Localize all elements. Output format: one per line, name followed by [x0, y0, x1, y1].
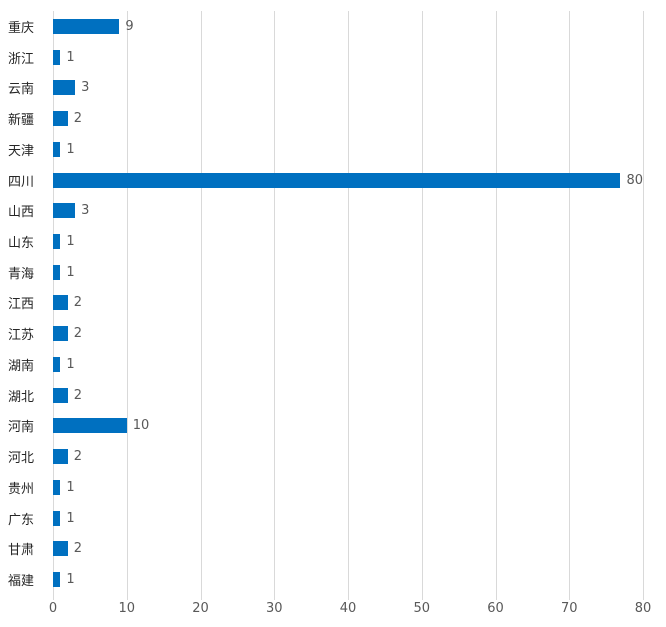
category-label: 贵州: [8, 481, 35, 497]
value-label: 1: [66, 510, 75, 526]
category-label: 河南: [8, 420, 35, 436]
bar[interactable]: [53, 356, 61, 372]
value-label: 1: [66, 264, 75, 280]
value-label: 1: [66, 356, 75, 372]
bar-row: 2: [53, 288, 643, 319]
bar-rows: 9 1 3 2 1 80 3 1 1 2 2 1 2 10 2 1 1 2 1: [53, 11, 643, 595]
bar[interactable]: [53, 449, 68, 465]
bar-row: 2: [53, 318, 643, 349]
category-label: 湖南: [8, 358, 35, 374]
category-label: 江苏: [8, 328, 35, 344]
bar[interactable]: [53, 234, 61, 249]
category-label: 湖北: [8, 389, 35, 405]
bar[interactable]: [53, 295, 68, 311]
gridline: [348, 11, 349, 600]
x-tick-label: 80: [634, 601, 652, 616]
bar[interactable]: [53, 111, 68, 127]
value-label: 2: [73, 111, 83, 127]
bar-row: 2: [53, 533, 643, 564]
category-label: 云南: [8, 82, 35, 98]
gridline: [643, 11, 644, 600]
x-tick-label: 50: [413, 601, 431, 616]
gridline: [200, 11, 202, 600]
value-label: 80: [626, 172, 643, 188]
gridline: [274, 11, 276, 600]
category-label: 浙江: [8, 51, 35, 67]
bar-row: 1: [53, 42, 643, 73]
bar-row: 2: [53, 380, 643, 411]
value-label: 2: [73, 326, 83, 342]
gridline: [421, 11, 423, 600]
category-axis: 重庆浙江云南新疆天津四川山西山东青海江西江苏湖南湖北河南河北贵州广东甘肃福建: [0, 11, 46, 595]
value-label: 2: [73, 295, 83, 311]
bar[interactable]: [53, 326, 68, 342]
bar-row: 2: [53, 103, 643, 134]
gridline: [495, 11, 497, 600]
value-label: 10: [132, 418, 150, 434]
bar[interactable]: [53, 387, 68, 403]
bar-row: 1: [53, 257, 643, 288]
gridline: [126, 11, 128, 600]
bar-row: 80: [53, 165, 643, 196]
bar[interactable]: [53, 541, 68, 557]
bar-row: 2: [53, 441, 643, 472]
x-tick-label: 0: [48, 601, 58, 616]
bar-row: 1: [53, 472, 643, 503]
bar-row: 1: [53, 349, 643, 380]
bar[interactable]: [53, 18, 120, 34]
bar[interactable]: [53, 203, 76, 219]
bar-row: 10: [53, 411, 643, 442]
value-label: 9: [125, 18, 134, 34]
category-label: 天津: [8, 143, 35, 159]
category-label: 青海: [8, 266, 35, 282]
bar-row: 1: [53, 503, 643, 534]
bar[interactable]: [53, 49, 61, 65]
category-label: 四川: [8, 174, 35, 190]
bar-row: 1: [53, 226, 643, 257]
category-label: 新疆: [8, 113, 35, 129]
value-label: 1: [66, 49, 75, 65]
plot-area: 9 1 3 2 1 80 3 1 1 2 2 1 2 10 2 1 1 2 1: [53, 11, 644, 600]
gridline: [569, 11, 571, 600]
value-label: 3: [81, 203, 90, 219]
value-label: 1: [66, 479, 75, 495]
category-label: 重庆: [8, 20, 35, 36]
category-label: 河北: [8, 451, 35, 467]
value-label: 1: [66, 141, 75, 157]
category-label: 山东: [8, 236, 35, 251]
x-tick-label: 30: [265, 601, 283, 616]
bar-row: 1: [53, 134, 643, 165]
x-tick-label: 60: [487, 601, 504, 616]
value-label: 1: [66, 572, 75, 588]
value-label: 2: [73, 387, 83, 403]
x-tick-label: 20: [192, 601, 209, 616]
value-label: 3: [81, 80, 90, 96]
category-label: 甘肃: [8, 543, 35, 559]
value-label: 2: [73, 541, 83, 557]
bar-row: 1: [53, 564, 643, 595]
value-label: 1: [66, 234, 75, 249]
value-axis: 0 10 20 30 40 50 60 70 80: [49, 601, 651, 621]
bar[interactable]: [53, 264, 61, 280]
bar-row: 9: [53, 11, 643, 42]
x-tick-label: 10: [118, 601, 136, 616]
bar[interactable]: [53, 172, 621, 188]
category-label: 广东: [8, 512, 35, 528]
x-tick-label: 70: [560, 601, 578, 616]
bar-row: 3: [53, 72, 643, 103]
value-label: 2: [73, 449, 83, 465]
bar[interactable]: [53, 141, 61, 157]
x-tick-label: 40: [339, 601, 357, 616]
bar[interactable]: [53, 479, 61, 495]
category-label: 福建: [8, 574, 35, 590]
bar-row: 3: [53, 195, 643, 226]
category-label: 江西: [8, 297, 35, 313]
bar[interactable]: [53, 418, 127, 434]
category-label: 山西: [8, 205, 35, 221]
bar[interactable]: [53, 80, 76, 96]
bar[interactable]: [53, 510, 61, 526]
bar[interactable]: [53, 572, 61, 588]
